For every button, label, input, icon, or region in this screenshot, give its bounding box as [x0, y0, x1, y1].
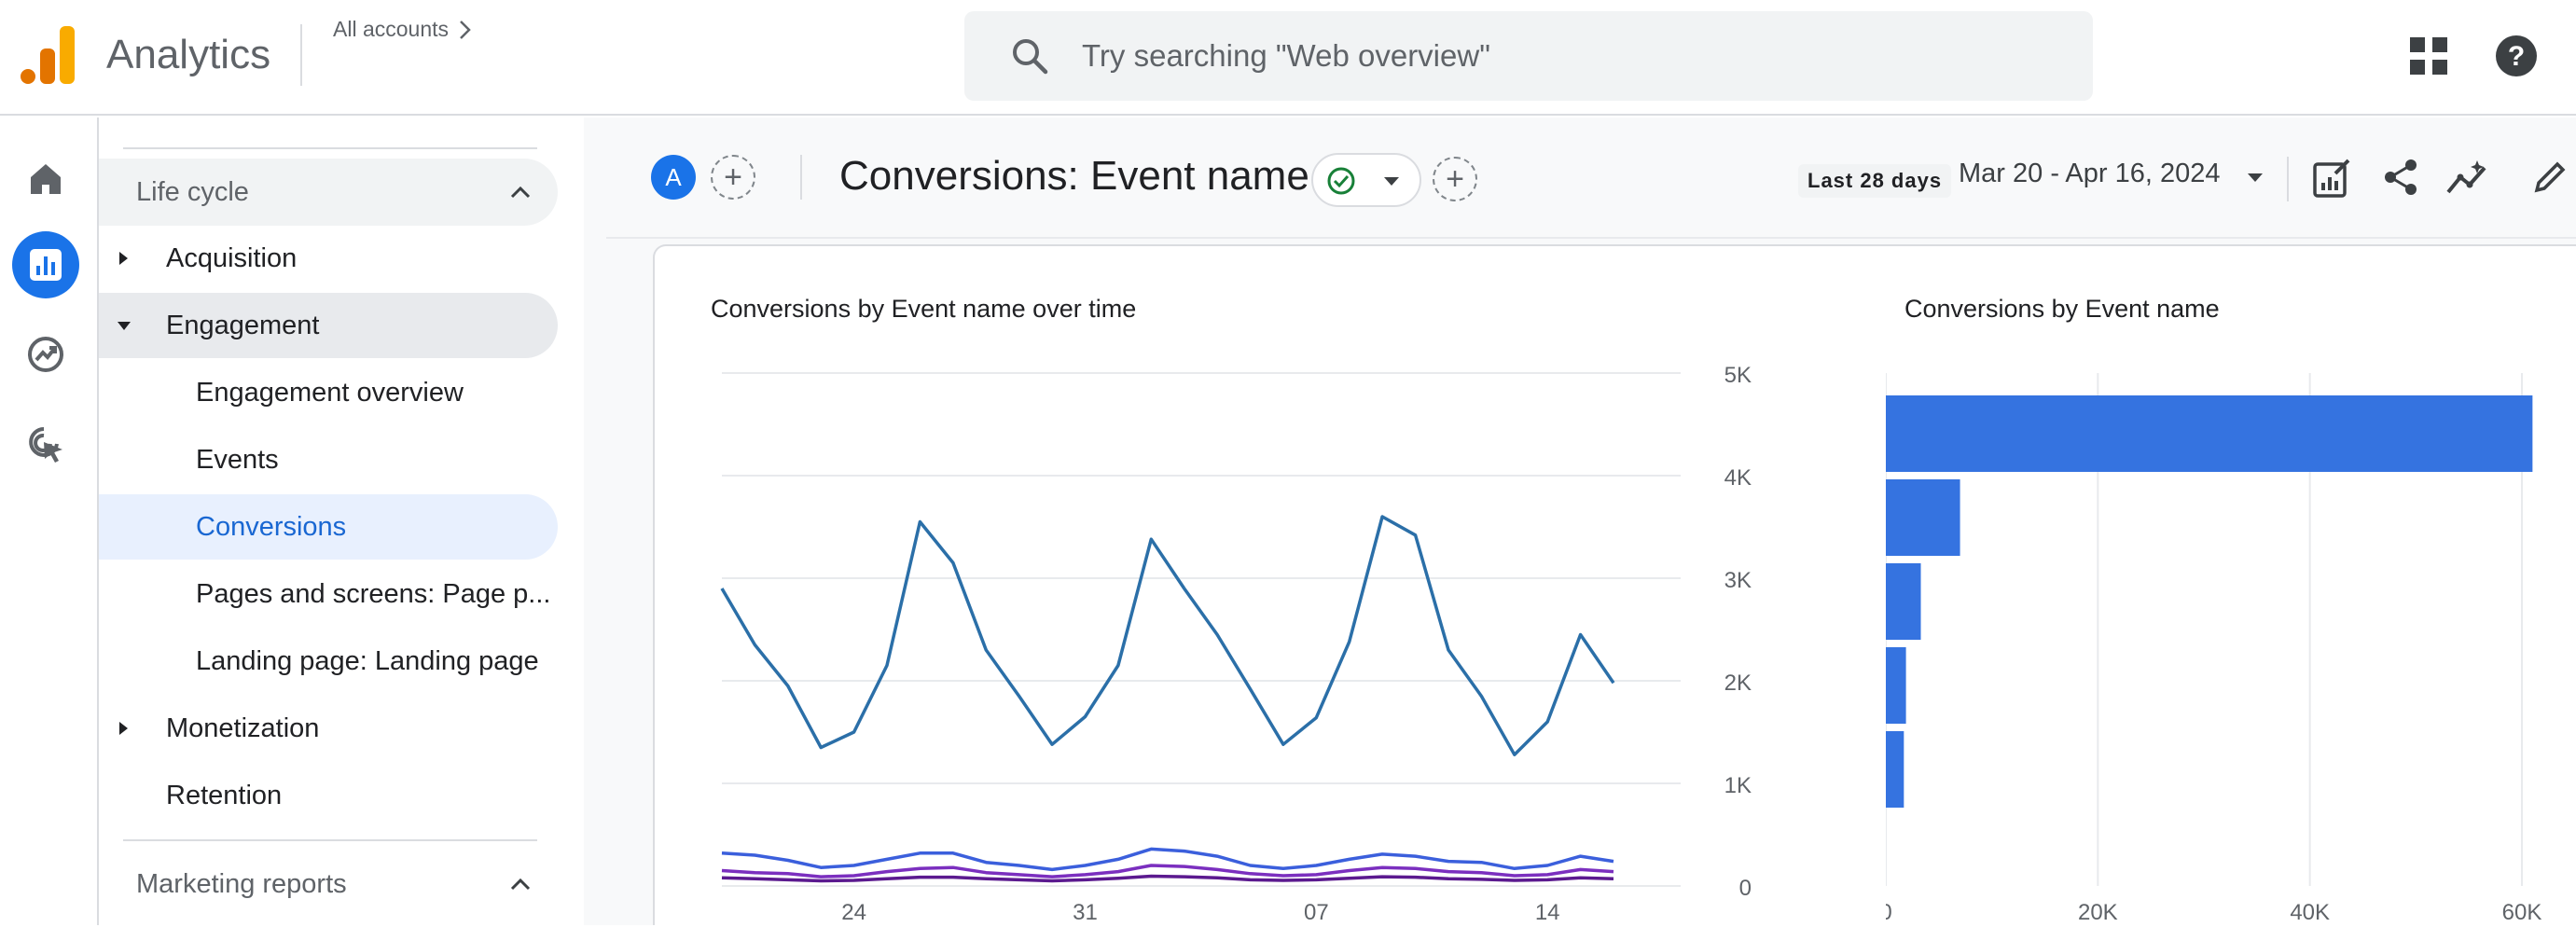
collapse-arrow-icon: [118, 321, 131, 330]
page-title: Conversions: Event name: [839, 153, 1309, 199]
x-tick-label: 31: [1073, 900, 1098, 925]
sidebar-divider: [123, 839, 537, 841]
bar-4: [1886, 647, 1906, 724]
sidebar-item-events[interactable]: Events: [99, 427, 558, 492]
home-icon[interactable]: [12, 145, 79, 213]
search-bar[interactable]: [964, 11, 2093, 101]
y-tick-label: 3K: [1724, 568, 1752, 593]
add-filter-button[interactable]: +: [1433, 157, 1477, 201]
apps-grid-icon[interactable]: [2406, 34, 2451, 78]
x-tick-label: 60K: [2502, 900, 2542, 925]
app-title: Analytics: [106, 32, 271, 77]
report-sidebar: Life cycle Acquisition Engagement Engage…: [99, 118, 584, 925]
series-line-2: [721, 847, 1614, 872]
header-divider: [800, 155, 802, 200]
x-tick-label: 14: [1535, 900, 1560, 925]
sidebar-item-conversions[interactable]: Conversions: [99, 494, 558, 560]
marketing-section-header[interactable]: Marketing reports: [99, 851, 558, 918]
bar-chart-title: Conversions by Event name: [1904, 295, 2220, 323]
sidebar-item-label: Landing page: Landing page: [196, 645, 539, 676]
report-status-dropdown[interactable]: [1311, 153, 1421, 207]
header-rule: [606, 237, 2576, 239]
lifecycle-section-header[interactable]: Life cycle: [99, 159, 558, 226]
report-card: Conversions by Event name over time Conv…: [653, 244, 2576, 925]
analytics-logo[interactable]: [21, 26, 76, 84]
lifecycle-label: Life cycle: [136, 176, 249, 207]
search-input[interactable]: [1082, 28, 2052, 84]
sidebar-item-label: Engagement: [166, 310, 320, 340]
x-tick-label: 0: [1886, 900, 1892, 925]
date-preset-chip[interactable]: Last 28 days: [1798, 164, 1952, 198]
insights-icon[interactable]: [2445, 157, 2492, 198]
y-tick-label: 0: [1739, 876, 1752, 901]
add-comparison-button[interactable]: +: [711, 155, 755, 200]
y-tick-label: 1K: [1724, 773, 1752, 798]
line-chart[interactable]: 5K 4K 3K 2K 1K 0 24 31 07 14: [655, 246, 1886, 927]
y-tick-label: 5K: [1724, 363, 1752, 388]
explore-icon[interactable]: [12, 321, 79, 388]
x-tick-label: 07: [1304, 900, 1329, 925]
caret-down-icon[interactable]: [2246, 172, 2264, 185]
sidebar-item-pages-and-screens[interactable]: Pages and screens: Page p...: [99, 561, 558, 627]
edit-icon[interactable]: [2531, 159, 2569, 196]
expand-arrow-icon: [119, 722, 128, 735]
sidebar-item-label: Conversions: [196, 511, 347, 542]
y-tick-label: 4K: [1724, 465, 1752, 491]
sidebar-item-engagement-overview[interactable]: Engagement overview: [99, 360, 558, 425]
nav-rail: [0, 118, 99, 925]
top-bar: Analytics All accounts ?: [0, 0, 2576, 116]
chevron-up-icon: [510, 878, 531, 891]
bar-chart[interactable]: 0 20K 40K 60K: [1886, 246, 2576, 927]
bar-1: [1886, 395, 2533, 472]
sidebar-item-retention[interactable]: Retention: [99, 763, 558, 828]
all-accounts-link[interactable]: All accounts: [333, 17, 475, 42]
check-circle-icon: [1327, 167, 1355, 195]
report-content: A + Conversions: Event name + Last 28 da…: [584, 118, 2576, 925]
sidebar-item-label: Pages and screens: Page p...: [196, 578, 551, 609]
sidebar-item-label: Acquisition: [166, 242, 298, 273]
customize-report-icon[interactable]: [2311, 159, 2352, 200]
chevron-right-icon: [460, 20, 471, 39]
sidebar-item-acquisition[interactable]: Acquisition: [99, 226, 558, 291]
marketing-label: Marketing reports: [136, 868, 347, 899]
sidebar-item-label: Events: [196, 444, 279, 475]
header-divider: [2287, 157, 2289, 201]
caret-down-icon: [1384, 177, 1399, 186]
y-tick-label: 2K: [1724, 671, 1752, 696]
x-tick-label: 40K: [2290, 900, 2330, 925]
sidebar-divider: [123, 147, 537, 149]
date-range-picker[interactable]: Mar 20 - Apr 16, 2024: [1959, 159, 2221, 188]
all-accounts-label: All accounts: [333, 17, 450, 41]
series-line-4: [721, 874, 1614, 883]
line-chart-title: Conversions by Event name over time: [711, 295, 1137, 323]
bar-5: [1886, 731, 1904, 808]
bar-3: [1886, 563, 1921, 640]
comparison-avatar[interactable]: A: [651, 155, 696, 200]
share-icon[interactable]: [2380, 157, 2421, 198]
svg-text:?: ?: [2508, 41, 2525, 72]
bar-2: [1886, 479, 1960, 556]
x-tick-label: 20K: [2078, 900, 2118, 925]
reports-icon[interactable]: [12, 231, 79, 298]
sidebar-item-monetization[interactable]: Monetization: [99, 696, 558, 761]
sidebar-item-engagement[interactable]: Engagement: [99, 293, 558, 358]
series-line-3: [721, 864, 1614, 879]
sidebar-item-label: Monetization: [166, 713, 320, 743]
search-icon: [1013, 39, 1048, 75]
sidebar-item-label: Retention: [166, 780, 283, 810]
header-divider: [300, 24, 302, 86]
x-tick-label: 24: [841, 900, 866, 925]
help-icon[interactable]: ?: [2494, 34, 2539, 78]
sidebar-item-landing-page[interactable]: Landing page: Landing page: [99, 629, 558, 694]
expand-arrow-icon: [119, 252, 128, 265]
advertising-icon[interactable]: [12, 410, 79, 477]
chevron-up-icon: [510, 186, 531, 199]
sidebar-item-label: Engagement overview: [196, 377, 464, 408]
series-line-1: [720, 515, 1615, 756]
